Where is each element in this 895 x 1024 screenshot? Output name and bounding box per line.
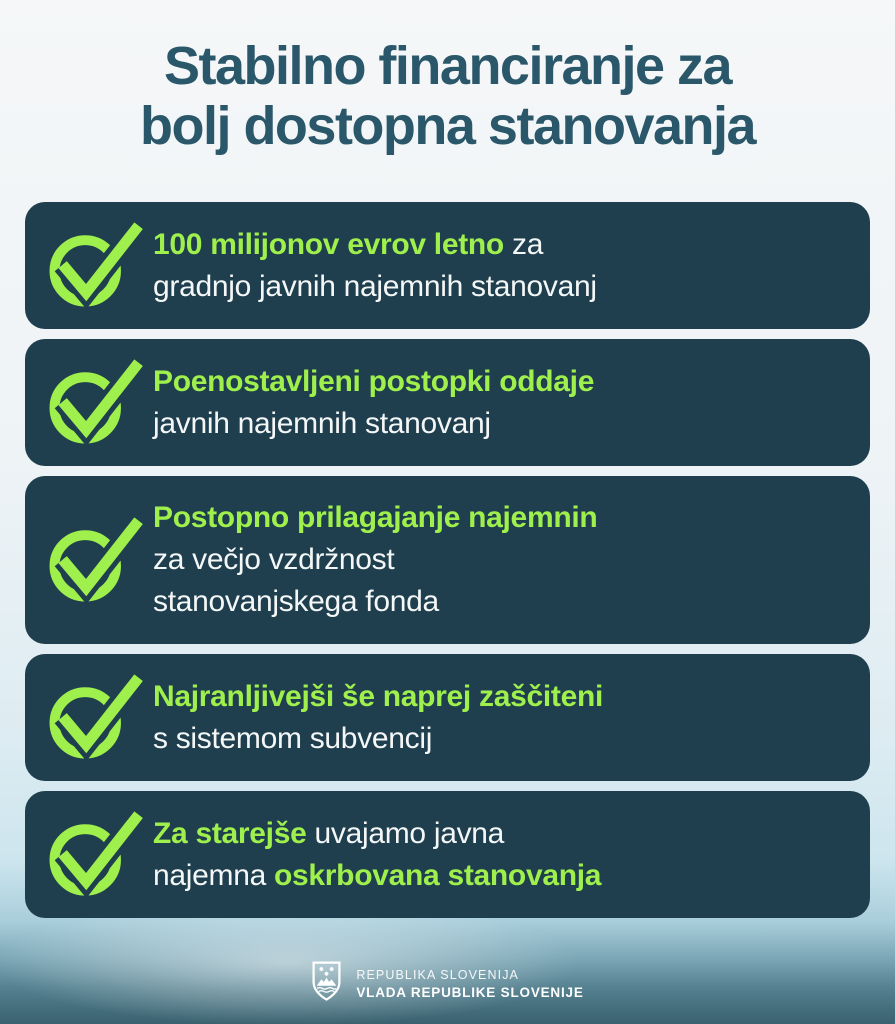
benefit-card: 100 milijonov evrov letno za gradnjo javn…: [25, 202, 870, 329]
plain-text: uvajamo javna: [306, 816, 505, 850]
benefit-text: Za starejše uvajamo javna najemna oskrbov…: [153, 813, 601, 897]
benefit-text: Poenostavljeni postopki oddaje javnih naj…: [153, 361, 594, 445]
benefit-text: Postopno prilagajanje najemnin za večjo v…: [153, 497, 598, 623]
highlight-text: Poenostavljeni postopki oddaje: [153, 364, 595, 398]
plain-text: s sistemom subvencij: [153, 721, 433, 755]
slovenia-coat-of-arms-icon: [311, 960, 342, 1008]
benefit-card: Poenostavljeni postopki oddaje javnih naj…: [25, 339, 870, 466]
page-title-line2: bolj dostopna stanovanja: [139, 96, 757, 157]
plain-text: najemna: [153, 858, 275, 892]
page-title: Stabilno financiranje za bolj dostopna s…: [0, 0, 895, 157]
benefit-text: Najranljivejši še naprej zaščiteni s sist…: [153, 676, 603, 760]
check-circle-icon: [49, 671, 153, 762]
footer: REPUBLIKA SLOVENIJA VLADA REPUBLIKE SLOV…: [0, 960, 895, 1008]
benefit-card: Postopno prilagajanje najemnin za večjo v…: [25, 476, 870, 644]
page-title-line1: Stabilno financiranje za: [163, 36, 733, 96]
check-circle-icon: [49, 513, 153, 604]
plain-text: za večjo vzdržnost: [153, 543, 395, 576]
highlight-text: Najranljivejši še naprej zaščiteni: [153, 679, 604, 713]
highlight-text: Za starejše: [153, 816, 307, 850]
benefit-text: 100 milijonov evrov letno za gradnjo javn…: [153, 224, 597, 308]
highlight-text: 100 milijonov evrov letno: [153, 227, 504, 261]
plain-text: stanovanjskega fonda: [153, 585, 439, 618]
benefit-card: Za starejše uvajamo javna najemna oskrbov…: [25, 791, 870, 918]
highlight-text: Postopno prilagajanje najemnin: [153, 501, 598, 534]
plain-text: javnih najemnih stanovanj: [153, 406, 491, 440]
check-circle-icon: [49, 219, 153, 310]
benefits-list: 100 milijonov evrov letno za gradnjo javn…: [25, 202, 870, 918]
plain-text: gradnjo javnih najemnih stanovanj: [153, 269, 597, 303]
footer-republic-label: REPUBLIKA SLOVENIJA: [356, 968, 519, 982]
check-circle-icon: [49, 808, 153, 899]
benefit-card: Najranljivejši še naprej zaščiteni s sist…: [25, 654, 870, 781]
check-circle-icon: [49, 356, 153, 447]
infographic-poster: Stabilno financiranje za bolj dostopna s…: [0, 0, 895, 1001]
plain-text: za: [503, 227, 544, 261]
highlight-text: oskrbovana stanovanja: [274, 858, 602, 892]
footer-text: REPUBLIKA SLOVENIJA VLADA REPUBLIKE SLOV…: [356, 968, 583, 1000]
footer-government-label: VLADA REPUBLIKE SLOVENIJE: [356, 985, 584, 1000]
